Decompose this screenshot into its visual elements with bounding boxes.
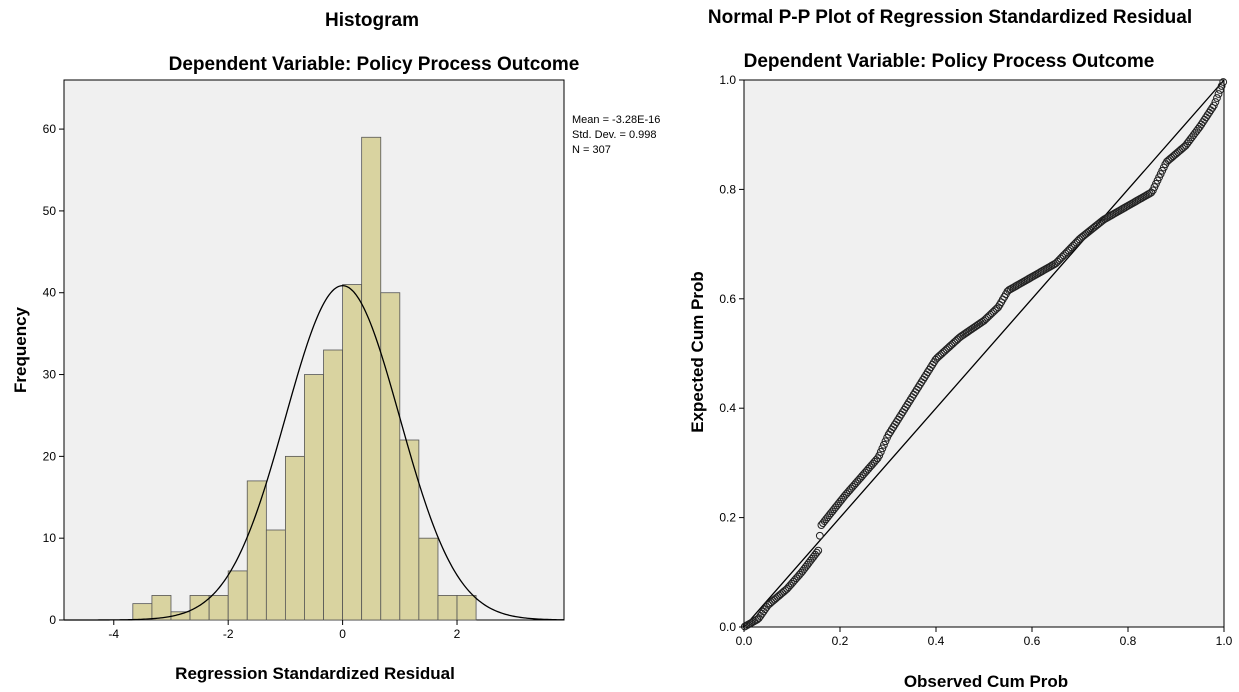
x-tick-label: 0.2: [832, 634, 849, 648]
pp-y-ticks: 0.0 0.2 0.4 0.6 0.8 1.0: [719, 73, 744, 634]
x-tick-label: 0.6: [1024, 634, 1041, 648]
histogram-bar: [265, 529, 286, 621]
y-tick-label: 0.6: [719, 292, 736, 306]
histogram-bar: [342, 284, 363, 621]
histogram-stats: Mean = -3.28E-16 Std. Dev. = 0.998 N = 3…: [572, 114, 660, 156]
histogram-bar: [208, 595, 229, 621]
y-tick-label: 0.8: [719, 182, 736, 196]
histogram-bar: [456, 595, 477, 621]
pp-x-ticks: 0.0 0.2 0.4 0.6 0.8 1.0: [736, 627, 1233, 648]
histogram-bar: [361, 136, 382, 621]
histogram-y-axis-title: Frequency: [11, 306, 30, 393]
pp-point: [880, 440, 888, 449]
pp-point: [1216, 86, 1224, 94]
pp-point: [878, 444, 887, 453]
y-tick-label: 1.0: [719, 73, 736, 87]
x-tick-label: 0.8: [1120, 634, 1137, 648]
pp-y-axis-title: Expected Cum Prob: [688, 271, 707, 433]
stats-std-dev: Std. Dev. = 0.998: [572, 129, 657, 141]
histogram-bar: [437, 595, 458, 621]
x-tick-label: -2: [223, 627, 234, 641]
y-tick-label: 50: [43, 204, 57, 218]
reference-line: [743, 79, 1225, 628]
normal-curve: [64, 284, 565, 621]
histogram-bar: [227, 570, 248, 621]
pp-point: [881, 437, 890, 446]
histogram-bar: [151, 595, 172, 621]
histogram-y-ticks: 0 10 20 30 40 50 60: [43, 122, 64, 627]
histogram-bar: [189, 595, 210, 621]
histogram-bars: [132, 136, 477, 621]
histogram-x-ticks: -4 -2 0 2: [108, 620, 461, 641]
histogram-bar: [380, 292, 401, 621]
pp-point: [812, 548, 821, 557]
pp-plot-panel: Normal P-P Plot of Regression Standardiz…: [688, 7, 1233, 691]
pp-point: [876, 448, 885, 456]
histogram-x-axis-title: Regression Standardized Residual: [175, 664, 455, 683]
histogram-bar: [399, 439, 420, 621]
y-tick-label: 0.2: [719, 511, 736, 525]
pp-point: [875, 451, 884, 460]
histogram-bar: [246, 480, 267, 621]
histogram-bar: [132, 603, 153, 621]
pp-point: [814, 546, 823, 555]
histogram-panel: Histogram Dependent Variable: Policy Pro…: [11, 10, 660, 683]
x-tick-label: 0.4: [928, 634, 945, 648]
pp-plot-subtitle: Dependent Variable: Policy Process Outco…: [744, 51, 1155, 72]
pp-x-axis-title: Observed Cum Prob: [904, 672, 1068, 691]
y-tick-label: 30: [43, 368, 57, 382]
x-tick-label: -4: [108, 627, 119, 641]
histogram-bar: [304, 374, 324, 621]
pp-point: [1214, 90, 1223, 98]
pp-point: [1211, 98, 1220, 106]
y-tick-label: 20: [43, 449, 57, 463]
y-tick-label: 0.0: [719, 620, 736, 634]
pp-plot-title: Normal P-P Plot of Regression Standardiz…: [708, 7, 1192, 28]
y-tick-label: 0.4: [719, 401, 736, 415]
histogram-bar: [284, 455, 305, 621]
y-tick-label: 0: [49, 613, 56, 627]
stats-n: N = 307: [572, 144, 611, 156]
pp-points: [740, 78, 1228, 631]
pp-point: [1217, 82, 1226, 90]
x-tick-label: 2: [454, 627, 461, 641]
pp-point: [1208, 103, 1217, 112]
y-tick-label: 40: [43, 286, 57, 300]
histogram-subtitle: Dependent Variable: Policy Process Outco…: [169, 54, 580, 75]
histogram-bar: [418, 537, 439, 621]
histogram-title: Histogram: [325, 10, 419, 31]
pp-point: [1219, 78, 1228, 86]
pp-point: [1213, 94, 1221, 102]
x-tick-label: 0: [339, 627, 346, 641]
pp-point: [815, 531, 824, 540]
stats-mean: Mean = -3.28E-16: [572, 114, 660, 126]
y-tick-label: 60: [43, 122, 57, 136]
y-tick-label: 10: [43, 531, 57, 545]
x-tick-label: 1.0: [1216, 634, 1233, 648]
x-tick-label: 0.0: [736, 634, 753, 648]
histogram-bar: [323, 349, 344, 621]
